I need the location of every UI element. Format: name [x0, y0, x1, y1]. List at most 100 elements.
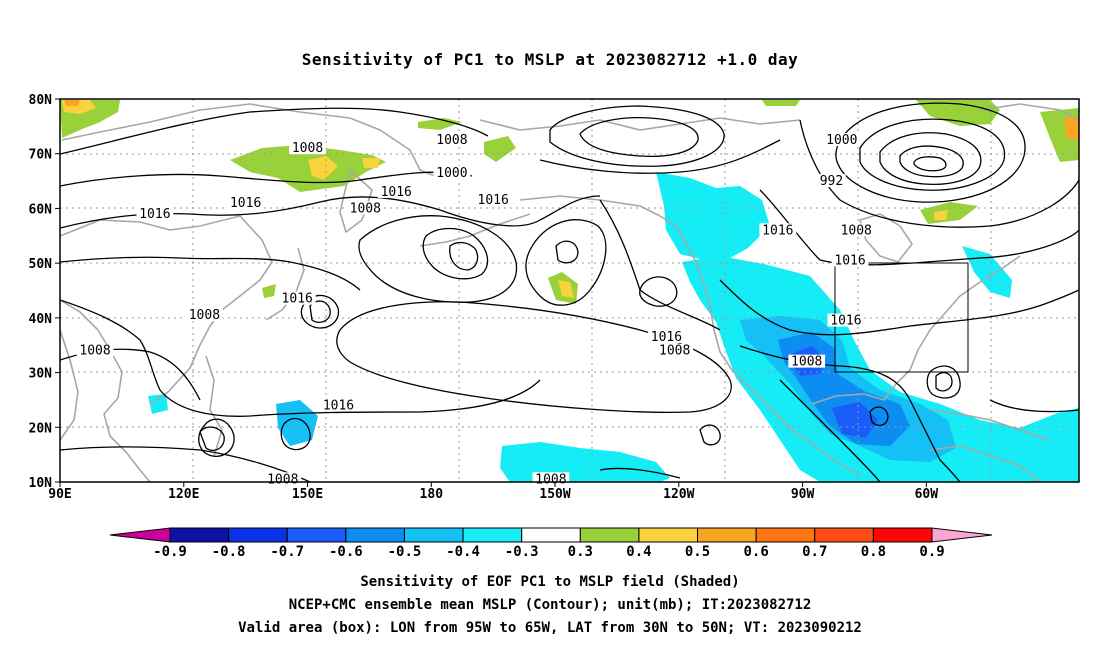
contour-label: 1016 — [478, 193, 509, 208]
contour-label-bg — [648, 330, 685, 344]
lon-tick-label: 180 — [420, 487, 444, 502]
contour-label: 1008 — [292, 141, 323, 156]
positive-patch — [308, 156, 338, 180]
contour-label-bg — [788, 354, 826, 368]
caption-valid-area: Valid area (box): LON from 95W to 65W, L… — [238, 620, 862, 636]
colorbar-swatch — [638, 527, 699, 543]
mslp-contour — [879, 132, 982, 186]
mslp-contours — [60, 102, 1079, 482]
mslp-contour — [869, 406, 889, 427]
lat-tick-label: 30N — [29, 367, 53, 382]
positive-patch — [916, 100, 1000, 126]
contour-label-bg — [136, 206, 174, 220]
mslp-contour — [60, 299, 541, 417]
positive-patch — [362, 158, 380, 168]
contour-label: 1008 — [791, 355, 822, 370]
lon-tick-label: 150W — [539, 487, 570, 502]
mslp-contour — [555, 240, 579, 264]
positive-patch — [920, 202, 978, 224]
negative-patch — [500, 442, 670, 482]
mslp-contour — [60, 446, 311, 482]
mslp-contour — [309, 300, 331, 324]
lat-tick-label: 50N — [29, 257, 53, 272]
lat-tick-label: 40N — [29, 312, 53, 327]
coastline-gulf-of-mexico — [811, 369, 911, 405]
contour-label-bg — [831, 253, 869, 267]
positive-patch — [484, 136, 516, 162]
mslp-contour — [599, 467, 681, 479]
contour-label-bg — [320, 398, 357, 412]
colorbar-swatch — [697, 527, 757, 543]
mslp-contour — [358, 215, 518, 303]
colorbar-label: -0.4 — [446, 544, 480, 560]
contour-label-bg — [433, 165, 471, 179]
contour-label: 992 — [820, 174, 843, 189]
mslp-contour — [926, 365, 961, 399]
contour-label-bg — [656, 343, 694, 357]
colorbar-swatch — [755, 527, 816, 543]
contour-label-bg — [377, 185, 415, 199]
colorbar-swatch — [814, 527, 874, 543]
negative-patch — [148, 394, 168, 414]
colorbar-swatch — [462, 527, 523, 543]
contour-label-bg — [289, 141, 326, 155]
colorbar-high-cap — [931, 527, 993, 543]
positive-patch — [762, 100, 800, 106]
contour-label: 1008 — [436, 133, 467, 148]
contour-label: 1000 — [436, 166, 467, 181]
contour-label: 1008 — [841, 223, 872, 238]
colorbar-label: -0.3 — [505, 544, 539, 560]
colorbar-swatch — [579, 527, 640, 543]
caption-shading: Sensitivity of EOF PC1 to MSLP field (Sh… — [360, 574, 740, 590]
coastlines — [60, 103, 1079, 482]
lat-tick-label: 70N — [29, 148, 53, 163]
colorbar-label: 0.4 — [626, 544, 651, 560]
coastline-asia-north — [61, 103, 441, 179]
contour-label: 1000 — [826, 133, 857, 148]
colorbar-label: -0.8 — [212, 544, 246, 560]
lon-tick-label: 90E — [48, 487, 71, 502]
contour-label: 1008 — [79, 344, 110, 359]
mslp-contour — [639, 276, 678, 307]
colorbar-low-cap — [109, 527, 171, 543]
lon-tick-label: 120W — [663, 487, 694, 502]
mslp-contour — [935, 371, 953, 392]
lon-tick-label: 60W — [915, 487, 939, 502]
mslp-contour — [280, 417, 311, 451]
coastline-hudson-bay — [859, 213, 913, 263]
longitude-tick-labels: 90E 120E 150E 180 150W 120W 90W 60W — [48, 482, 938, 502]
coastline-north-america-east — [909, 255, 1021, 371]
mslp-contour — [859, 118, 1006, 191]
contour-label: 1016 — [381, 185, 412, 200]
map-plot-area — [60, 99, 1079, 482]
colorbar-swatch — [169, 527, 230, 543]
coastline-kamchatka — [339, 169, 373, 233]
caption-contour: NCEP+CMC ensemble mean MSLP (Contour); u… — [288, 597, 812, 613]
contour-label: 1016 — [282, 292, 313, 307]
coastline-india — [60, 329, 79, 441]
contour-label-bg — [823, 133, 861, 147]
mslp-contour — [60, 107, 489, 155]
mslp-contour — [835, 102, 1026, 203]
contour-label: 1008 — [659, 344, 690, 359]
negative-patch — [656, 172, 770, 260]
colorbar-label: -0.9 — [153, 544, 187, 560]
coastline-asia-east — [60, 215, 273, 405]
colorbar-label: 0.3 — [568, 544, 593, 560]
contour-label-bg — [474, 193, 512, 207]
positive-patch — [558, 280, 574, 298]
colorbar-label: 0.8 — [861, 544, 886, 560]
lat-tick-label: 80N — [29, 93, 53, 108]
colorbar-swatch — [286, 527, 347, 543]
negative-patch — [832, 402, 878, 438]
coastline-alaska-north — [479, 117, 801, 131]
colorbar-label: 0.9 — [919, 544, 944, 560]
contour-label: 1008 — [267, 472, 298, 487]
colorbar-swatch — [228, 527, 288, 543]
coastline-alaska — [519, 195, 685, 241]
lon-tick-label: 120E — [168, 487, 199, 502]
colorbar-swatch — [345, 527, 405, 543]
coastline-south-america — [929, 445, 1041, 482]
positive-patch — [418, 118, 462, 130]
